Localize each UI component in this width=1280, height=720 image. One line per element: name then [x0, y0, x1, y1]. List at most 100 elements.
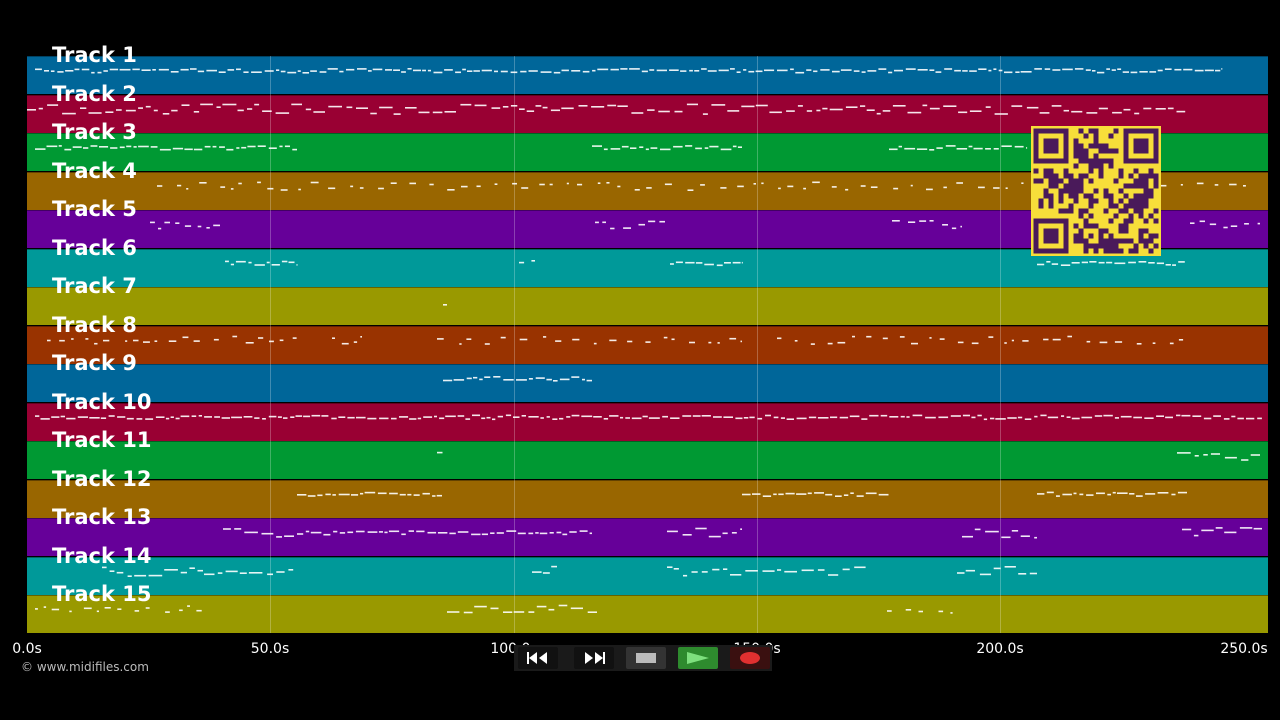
rewind-button[interactable] — [518, 647, 558, 669]
track-row-15[interactable] — [27, 595, 1268, 633]
qr-module — [1048, 173, 1054, 179]
qr-module — [1143, 243, 1149, 249]
play-button[interactable] — [678, 647, 718, 669]
track-row-13[interactable] — [27, 518, 1268, 556]
qr-module — [1143, 173, 1149, 179]
qr-module — [1033, 168, 1039, 174]
qr-module — [1063, 183, 1069, 189]
track-row-10[interactable] — [27, 402, 1268, 441]
track-label-3: Track 3 — [52, 120, 137, 144]
record-button[interactable] — [730, 647, 770, 669]
qr-module — [1068, 208, 1074, 214]
qr-module — [1108, 163, 1114, 169]
qr-module — [1108, 243, 1114, 249]
qr-module — [1108, 203, 1114, 209]
qr-module — [1153, 243, 1159, 249]
qr-module — [1108, 148, 1114, 154]
qr-module — [1138, 238, 1144, 244]
qr-module — [1048, 168, 1054, 174]
qr-module — [1078, 213, 1084, 219]
qr-module — [1148, 168, 1154, 174]
qr-module — [1078, 233, 1084, 239]
qr-module — [1118, 223, 1124, 229]
qr-module — [1083, 218, 1089, 224]
qr-module — [1098, 158, 1104, 164]
qr-module — [1098, 168, 1104, 174]
qr-module — [1153, 233, 1159, 239]
stop-button[interactable] — [626, 647, 666, 669]
qr-module — [1068, 203, 1074, 209]
track-row-9[interactable] — [27, 364, 1268, 402]
qr-module — [1128, 173, 1134, 179]
track-row-1[interactable] — [27, 56, 1268, 94]
qr-module — [1113, 213, 1119, 219]
qr-module — [1103, 193, 1109, 199]
qr-module — [1078, 148, 1084, 154]
qr-module — [1073, 138, 1079, 144]
qr-module — [1088, 163, 1094, 169]
qr-module — [1133, 178, 1139, 184]
qr-module — [1123, 193, 1129, 199]
tick-250s: 250.0s — [1220, 641, 1268, 657]
qr-module — [1098, 243, 1104, 249]
copyright-text: © www.midifiles.com — [21, 660, 149, 674]
track-row-8[interactable] — [27, 325, 1268, 364]
qr-module — [1048, 203, 1054, 209]
qr-module — [1033, 178, 1039, 184]
track-row-11[interactable] — [27, 441, 1268, 479]
qr-module — [1133, 193, 1139, 199]
qr-module — [1113, 243, 1119, 249]
qr-module — [1103, 188, 1109, 194]
qr-module — [1138, 233, 1144, 239]
track-row-14[interactable] — [27, 556, 1268, 595]
fast-forward-button[interactable] — [574, 647, 614, 669]
qr-module — [1133, 203, 1139, 209]
qr-module — [1093, 163, 1099, 169]
qr-module — [1043, 228, 1059, 244]
qr-module — [1113, 203, 1119, 209]
qr-module — [1088, 158, 1094, 164]
qr-module — [1093, 248, 1099, 254]
qr-module — [1128, 183, 1134, 189]
record-icon — [740, 652, 760, 664]
qr-module — [1143, 203, 1149, 209]
qr-module — [1148, 238, 1154, 244]
qr-module — [1138, 183, 1144, 189]
qr-module — [1118, 198, 1124, 204]
qr-module — [1118, 238, 1124, 244]
qr-module — [1118, 228, 1124, 234]
qr-module — [1143, 183, 1149, 189]
qr-module — [1053, 173, 1059, 179]
track-label-1: Track 1 — [52, 43, 137, 67]
qr-module — [1113, 248, 1119, 254]
qr-module — [1108, 248, 1114, 254]
qr-module — [1098, 173, 1104, 179]
qr-module — [1093, 128, 1099, 134]
qr-module — [1068, 183, 1074, 189]
track-label-6: Track 6 — [52, 235, 137, 260]
qr-module — [1113, 128, 1119, 134]
qr-module — [1073, 233, 1079, 239]
qr-module — [1098, 163, 1104, 169]
gridline-150s — [757, 56, 758, 633]
qr-module — [1143, 238, 1149, 244]
qr-module — [1093, 153, 1099, 159]
qr-module — [1053, 178, 1059, 184]
qr-module — [1088, 233, 1094, 239]
qr-module — [1073, 223, 1079, 229]
qr-module — [1088, 168, 1094, 174]
qr-module — [1108, 198, 1114, 204]
qr-module — [1133, 248, 1139, 254]
track-row-12[interactable] — [27, 479, 1268, 518]
qr-module — [1138, 173, 1144, 179]
track-label-13: Track 13 — [52, 505, 152, 529]
track-row-7[interactable] — [27, 287, 1268, 325]
qr-code-pattern — [1033, 128, 1159, 254]
qr-module — [1088, 203, 1094, 209]
qr-module — [1148, 193, 1154, 199]
qr-module — [1118, 188, 1124, 194]
qr-module — [1078, 173, 1084, 179]
qr-module — [1143, 218, 1149, 224]
qr-module — [1138, 178, 1144, 184]
